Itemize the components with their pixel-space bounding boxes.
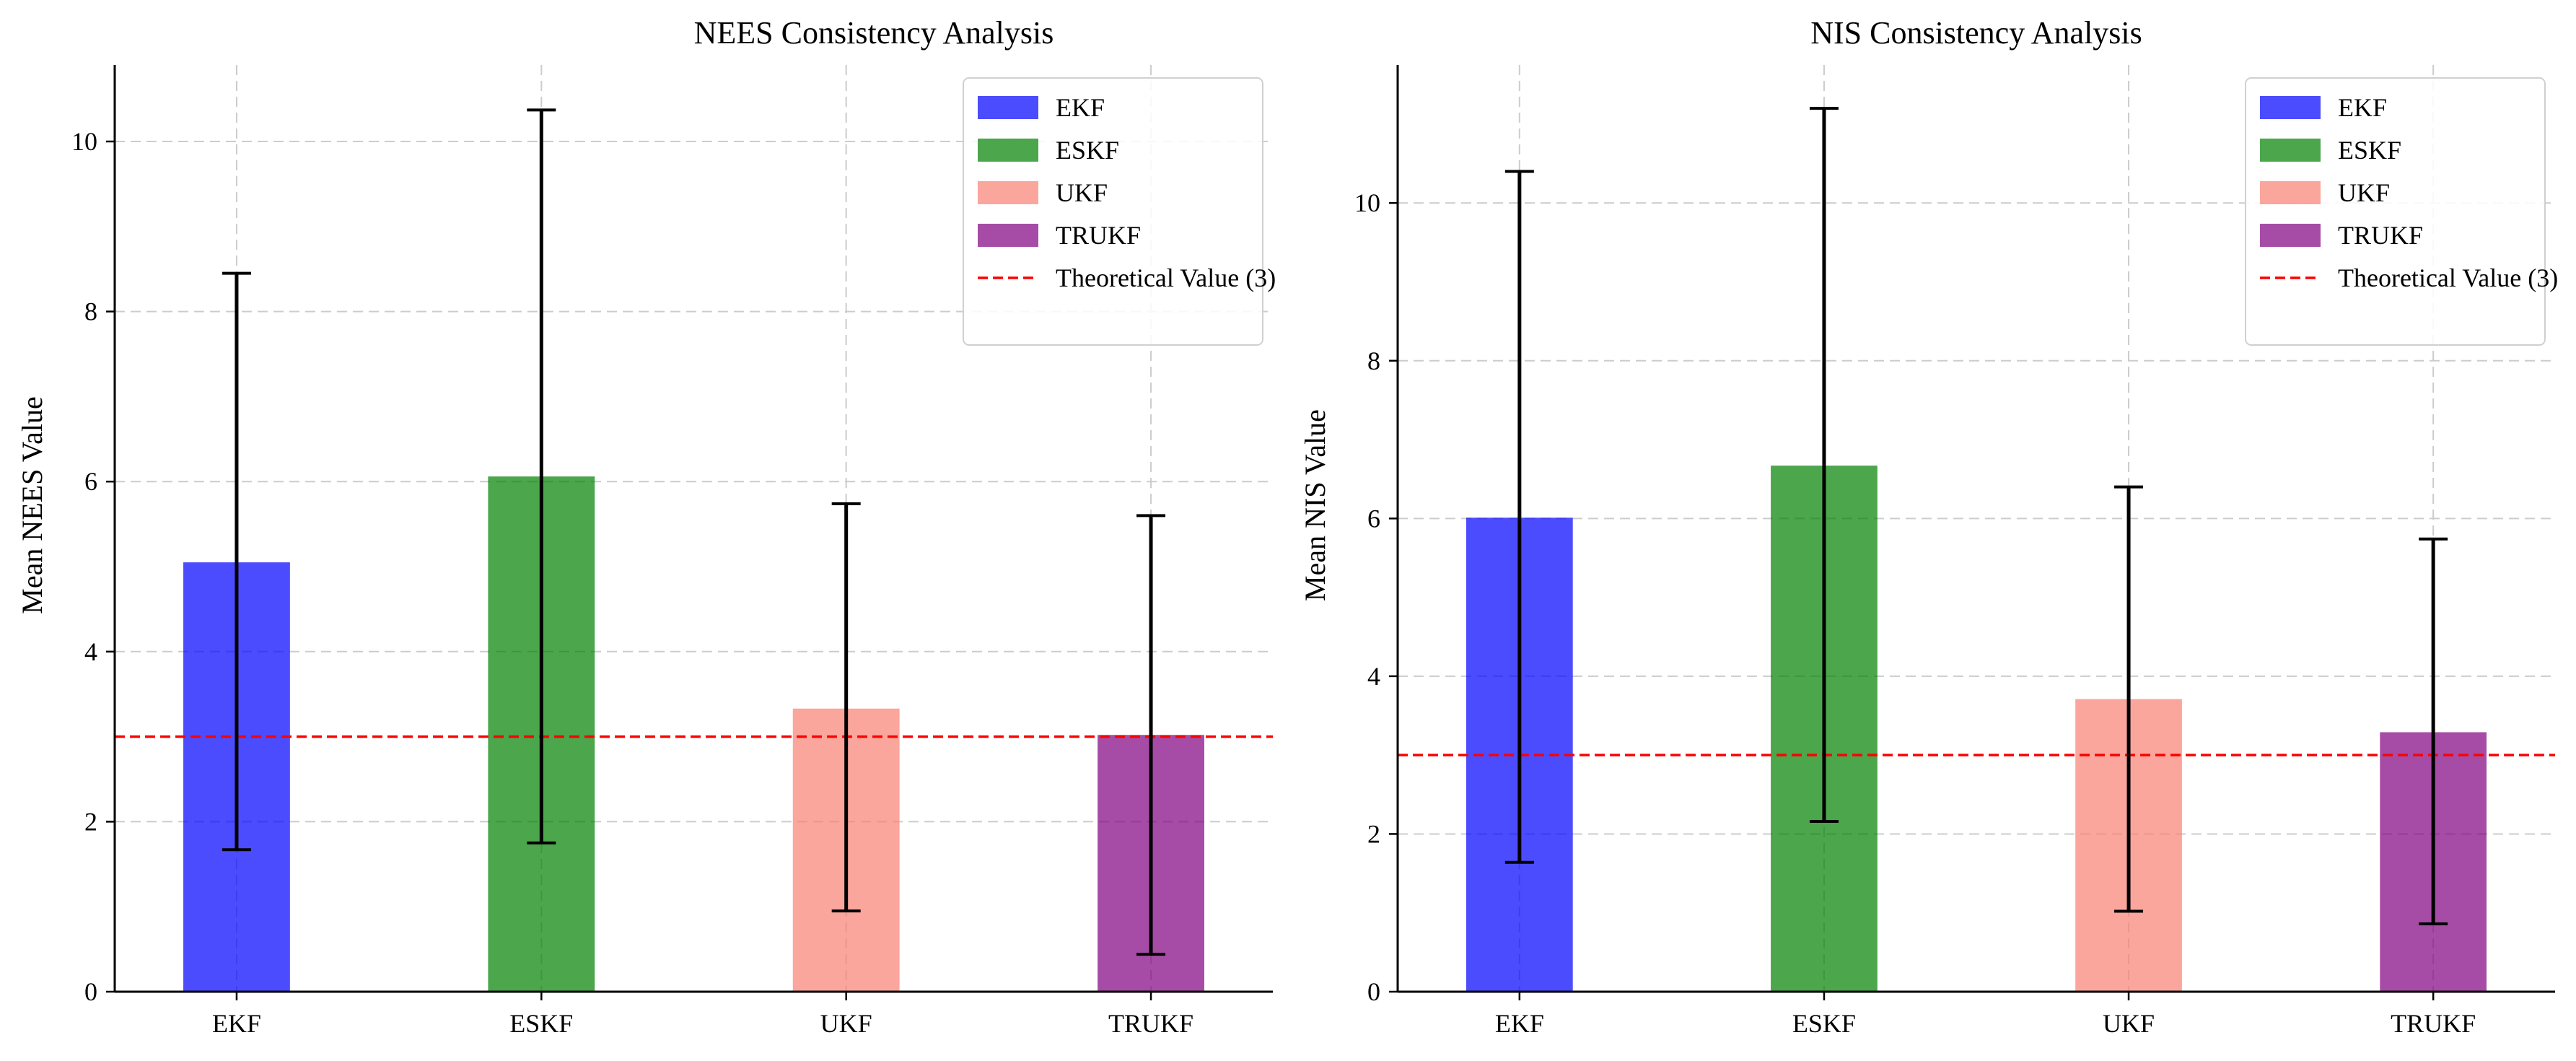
- nis-error-bar-trukf: [2419, 537, 2448, 926]
- nis-y-axis-label: Mean NIS Value: [1299, 409, 1331, 601]
- nis-y-tick-label: 6: [1367, 504, 1380, 533]
- nis-error-bar-ukf: [2114, 485, 2144, 913]
- nees-legend-item-trukf: TRUKF: [978, 221, 1141, 250]
- nees-x-tick-label-trukf: TRUKF: [1108, 1009, 1193, 1038]
- nees-legend-swatch: [978, 181, 1038, 204]
- nees-y-tick-label: 0: [84, 977, 97, 1006]
- nees-legend-item-ukf: UKF: [978, 178, 1108, 207]
- nees-error-bar-ukf: [831, 502, 861, 913]
- nis-legend-item-eskf: ESKF: [2260, 136, 2401, 165]
- nees-legend-item-eskf: ESKF: [978, 136, 1119, 165]
- nees-legend-label: TRUKF: [1056, 221, 1141, 250]
- nees-error-bar-trukf: [1136, 514, 1166, 956]
- nees-legend-label: Theoretical Value (3): [1056, 263, 1276, 292]
- nees-legend-item-ekf: EKF: [978, 93, 1105, 122]
- nees-legend-swatch: [978, 139, 1038, 162]
- nis-error-bar-ekf: [1504, 170, 1534, 864]
- nees-legend-item-theoretical-value: Theoretical Value (3): [978, 263, 1276, 292]
- nees-x-tick-label-ukf: UKF: [820, 1009, 872, 1038]
- nis-legend-item-trukf: TRUKF: [2260, 221, 2423, 250]
- nis-legend-label: EKF: [2338, 93, 2387, 122]
- nees-legend-label: UKF: [1056, 178, 1108, 207]
- nis-x-tick-label-trukf: TRUKF: [2391, 1009, 2476, 1038]
- nees-y-tick-label: 10: [71, 127, 97, 156]
- nis-y-tick-label: 4: [1367, 662, 1380, 691]
- nis-legend-item-ekf: EKF: [2260, 93, 2387, 122]
- nis-y-tick-label: 8: [1367, 346, 1380, 375]
- nees-chart-panel: NEES Consistency Analysis Mean NEES Valu…: [16, 15, 1276, 1038]
- nees-x-tick-label-eskf: ESKF: [509, 1009, 573, 1038]
- nees-legend-label: ESKF: [1056, 136, 1119, 165]
- nees-y-tick-label: 6: [84, 467, 97, 496]
- nees-y-tick-label: 2: [84, 807, 97, 836]
- nis-legend-swatch: [2260, 96, 2321, 119]
- nis-chart-title: NIS Consistency Analysis: [1810, 15, 2142, 51]
- nees-chart-title: NEES Consistency Analysis: [694, 15, 1054, 51]
- nees-legend-label: EKF: [1056, 93, 1105, 122]
- nees-error-bar-ekf: [222, 271, 251, 852]
- nis-legend-swatch: [2260, 224, 2321, 247]
- nees-legend-swatch: [978, 96, 1038, 119]
- nees-legend: EKF ESKF UKF TRUKF Theoretical Value (3): [963, 77, 1276, 346]
- nis-error-bar-eskf: [1809, 107, 1839, 823]
- nis-legend-item-theoretical-value: Theoretical Value (3): [2260, 263, 2558, 292]
- nis-y-tick-label: 10: [1354, 188, 1380, 217]
- nis-legend-label: TRUKF: [2338, 221, 2423, 250]
- nees-error-bar-eskf: [527, 108, 556, 844]
- nis-chart-panel: NIS Consistency Analysis Mean NIS Value …: [1299, 15, 2558, 1038]
- nis-legend-label: UKF: [2338, 178, 2390, 207]
- nis-legend: EKF ESKF UKF TRUKF Theoretical Value (3): [2245, 77, 2558, 346]
- nis-x-tick-label-ekf: EKF: [1495, 1009, 1544, 1038]
- nees-y-tick-label: 4: [84, 637, 97, 666]
- nees-x-tick-label-ekf: EKF: [212, 1009, 261, 1038]
- nis-x-tick-label-eskf: ESKF: [1792, 1009, 1856, 1038]
- nis-legend-item-ukf: UKF: [2260, 178, 2390, 207]
- nis-x-tick-label-ukf: UKF: [2103, 1009, 2155, 1038]
- nees-y-tick-label: 8: [84, 297, 97, 326]
- nis-legend-swatch: [2260, 181, 2321, 204]
- nees-legend-swatch: [978, 224, 1038, 247]
- nis-legend-label: ESKF: [2338, 136, 2401, 165]
- nis-y-tick-label: 2: [1367, 819, 1380, 848]
- nis-legend-label: Theoretical Value (3): [2338, 263, 2558, 292]
- nees-y-axis-label: Mean NEES Value: [16, 396, 48, 614]
- nis-y-tick-label: 0: [1367, 977, 1380, 1006]
- nis-legend-swatch: [2260, 139, 2321, 162]
